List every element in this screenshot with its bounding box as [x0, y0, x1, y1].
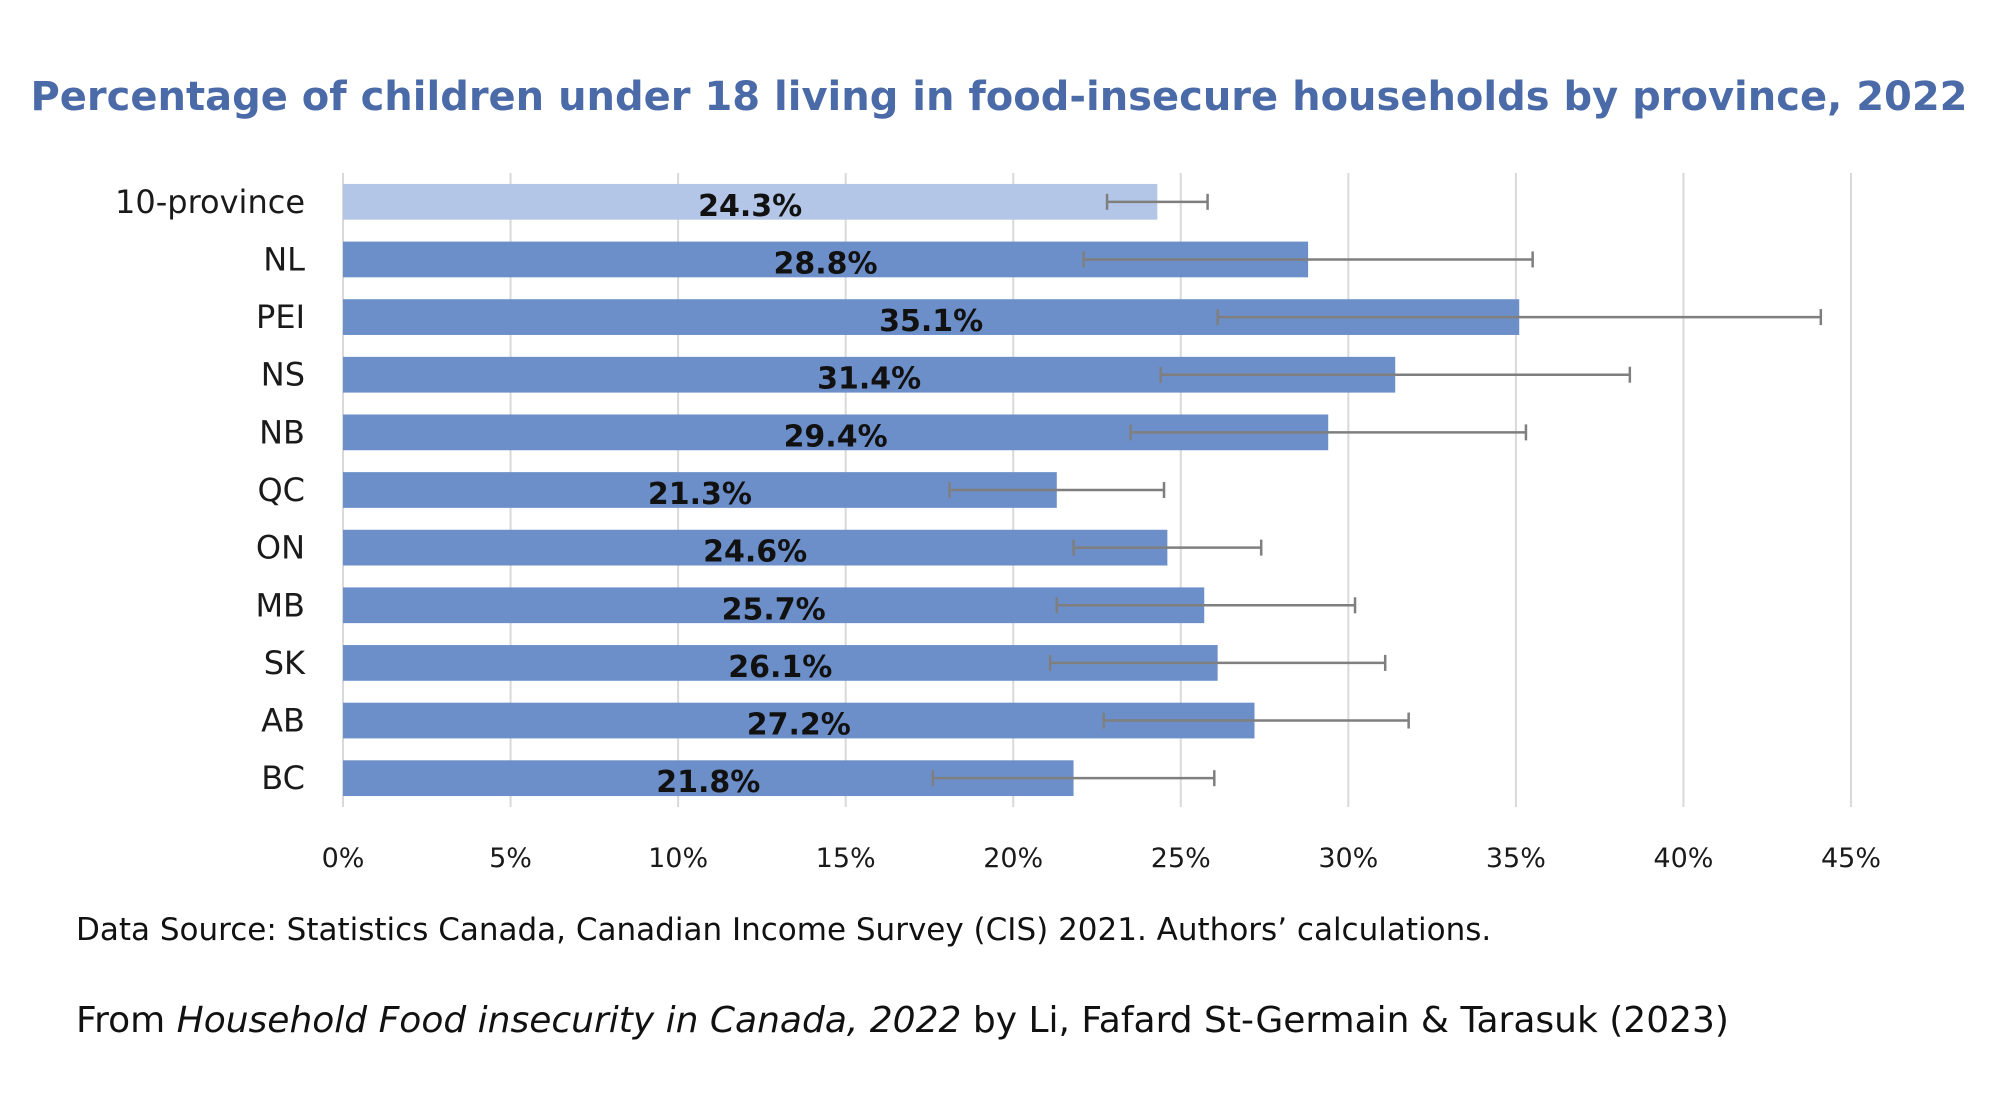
x-tick-label: 15% [816, 843, 876, 874]
credit-prefix: From [76, 1000, 177, 1041]
x-tick-label: 30% [1318, 843, 1378, 874]
error-bar [1216, 309, 1823, 326]
category-label: QC [257, 471, 305, 509]
data-label: 28.8% [774, 246, 878, 281]
x-tick-label: 20% [983, 843, 1043, 874]
data-labels: 24.3% 28.8%35.1% 31.4% 29.4% 21.3% 24.6% 25.7%… [648, 189, 983, 800]
data-label: 21.3% [648, 477, 752, 512]
data-label: 31.4% [817, 362, 921, 397]
category-label: NS [261, 356, 305, 394]
category-label: BC [261, 759, 305, 797]
credit-title: Household Food insecurity in Canada, 202… [176, 1000, 962, 1041]
data-label: 24.3% [698, 189, 802, 224]
error-bar [1048, 654, 1387, 671]
category-label: SK [264, 644, 306, 682]
category-labels: 10-province NL PEI NS NB QC ON MB SK AB BC [115, 183, 306, 797]
data-label: 35.1% [879, 304, 983, 339]
category-label: PEI [256, 298, 305, 336]
category-label: ON [256, 529, 305, 567]
x-tick-label: 45% [1821, 843, 1881, 874]
data-label: 27.2% [747, 708, 851, 743]
bar [343, 472, 1057, 508]
chart-title: Percentage of children under 18 living i… [30, 74, 1967, 120]
error-bar [1055, 597, 1357, 614]
category-label: AB [261, 702, 305, 740]
x-tick-label: 35% [1486, 843, 1546, 874]
category-label: 10-province [115, 183, 305, 221]
error-bar [1129, 424, 1528, 441]
error-bar [1082, 251, 1534, 268]
x-axis-tick-labels: 0% 5% 10% 15% 20% 25% 30% 35% 40% 45% [322, 843, 1881, 874]
credit-suffix: by Li, Fafard St-Germain & Tarasuk (2023… [961, 1000, 1729, 1041]
data-label: 24.6% [703, 535, 807, 570]
data-label: 29.4% [784, 419, 888, 454]
x-tick-label: 40% [1653, 843, 1713, 874]
bar [343, 183, 1158, 220]
x-tick-label: 25% [1151, 843, 1211, 874]
category-label: MB [255, 586, 305, 624]
data-label: 26.1% [728, 650, 832, 685]
data-label: 25.7% [722, 592, 826, 627]
error-bar [1159, 366, 1632, 383]
error-bars [931, 193, 1823, 787]
data-source-note: Data Source: Statistics Canada, Canadian… [76, 912, 1492, 948]
error-bar [1072, 539, 1263, 556]
category-label: NB [259, 413, 305, 451]
error-bar [948, 482, 1166, 498]
category-label: NL [263, 240, 305, 278]
bar [343, 529, 1168, 566]
x-tick-label: 5% [489, 843, 532, 874]
credit-note: From Household Food insecurity in Canada… [76, 1000, 1729, 1041]
error-bar [1105, 193, 1209, 210]
x-tick-label: 0% [322, 843, 365, 874]
bars [343, 183, 1520, 797]
error-bar [1102, 712, 1410, 729]
error-bar [931, 770, 1216, 787]
x-tick-label: 10% [648, 843, 708, 874]
data-label: 21.8% [656, 765, 760, 800]
